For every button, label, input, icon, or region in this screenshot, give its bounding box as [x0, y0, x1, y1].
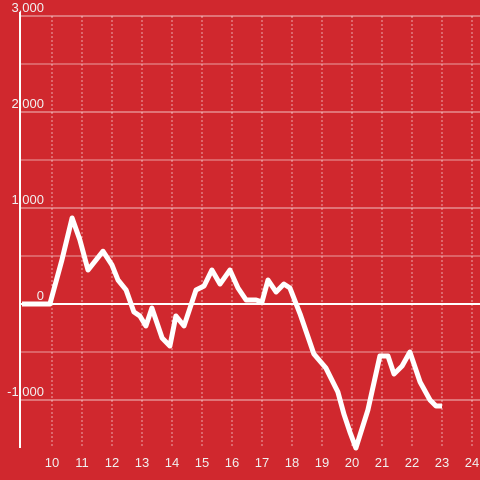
x-tick-label: 15: [195, 455, 209, 470]
x-tick-label: 22: [405, 455, 419, 470]
x-tick-label: 14: [165, 455, 179, 470]
x-tick-label: 24: [465, 455, 479, 470]
x-tick-label: 10: [45, 455, 59, 470]
x-tick-label: 20: [345, 455, 359, 470]
y-tick-label: 1,000: [11, 192, 44, 207]
y-tick-label: 2,000: [11, 96, 44, 111]
x-tick-label: 17: [255, 455, 269, 470]
x-tick-label: 13: [135, 455, 149, 470]
x-tick-label: 12: [105, 455, 119, 470]
x-tick-label: 19: [315, 455, 329, 470]
y-tick-label: 0: [37, 288, 44, 303]
x-tick-label: 21: [375, 455, 389, 470]
y-tick-label: -1,000: [7, 384, 44, 399]
x-tick-label: 23: [435, 455, 449, 470]
x-tick-label: 16: [225, 455, 239, 470]
line-series: [22, 215, 442, 451]
x-tick-label: 11: [75, 455, 89, 470]
x-tick-label: 18: [285, 455, 299, 470]
y-tick-label: 3,000: [11, 0, 44, 15]
